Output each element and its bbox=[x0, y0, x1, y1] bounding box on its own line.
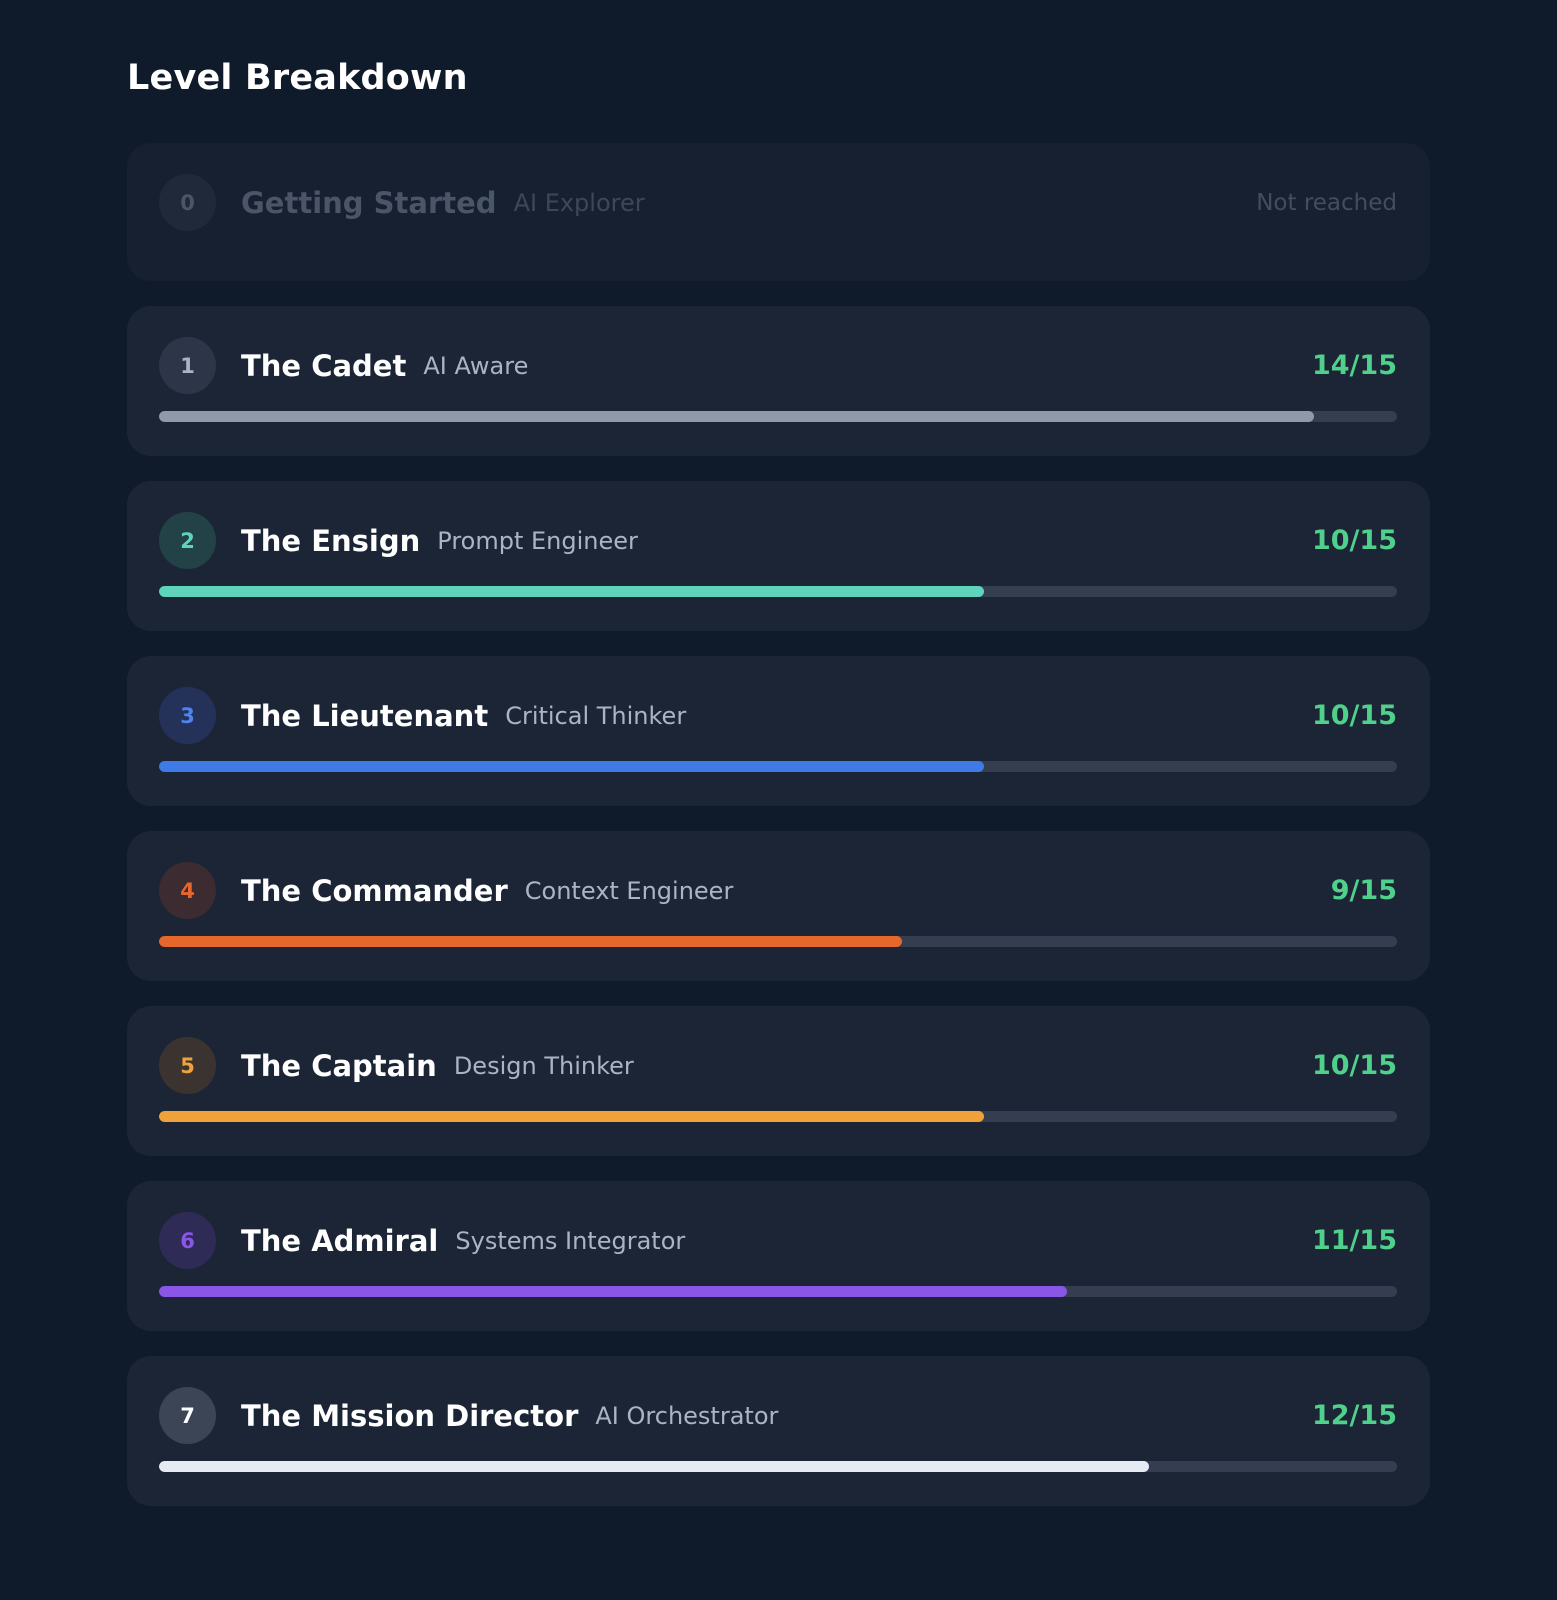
progress-fill bbox=[159, 1286, 1067, 1297]
level-card-6[interactable]: 6 The Admiral Systems Integrator 11/15 bbox=[127, 1181, 1430, 1331]
progress-track bbox=[159, 1461, 1397, 1472]
level-number-badge: 3 bbox=[159, 687, 216, 744]
level-role: Critical Thinker bbox=[505, 701, 687, 730]
level-name: The Cadet bbox=[241, 348, 407, 383]
level-number-badge: 6 bbox=[159, 1212, 216, 1269]
level-name: Getting Started bbox=[241, 185, 497, 220]
level-card-3[interactable]: 3 The Lieutenant Critical Thinker 10/15 bbox=[127, 656, 1430, 806]
level-score: 10/15 bbox=[1311, 700, 1397, 731]
level-name: The Ensign bbox=[241, 523, 421, 558]
progress-track bbox=[159, 586, 1397, 597]
level-name: The Lieutenant bbox=[241, 698, 489, 733]
level-name: The Admiral bbox=[241, 1223, 439, 1258]
progress-fill bbox=[159, 586, 985, 597]
level-card-2[interactable]: 2 The Ensign Prompt Engineer 10/15 bbox=[127, 481, 1430, 631]
level-status: Not reached bbox=[1256, 189, 1397, 216]
level-number-badge: 0 bbox=[159, 174, 216, 231]
level-card-4[interactable]: 4 The Commander Context Engineer 9/15 bbox=[127, 831, 1430, 981]
level-number-badge: 5 bbox=[159, 1037, 216, 1094]
level-card-0[interactable]: 0 Getting Started AI Explorer Not reache… bbox=[127, 143, 1430, 281]
level-score: 10/15 bbox=[1311, 1050, 1397, 1081]
level-name: The Commander bbox=[241, 873, 508, 908]
level-role: Context Engineer bbox=[524, 876, 734, 905]
level-number-badge: 4 bbox=[159, 862, 216, 919]
level-card-1[interactable]: 1 The Cadet AI Aware 14/15 bbox=[127, 306, 1430, 456]
level-card-5[interactable]: 5 The Captain Design Thinker 10/15 bbox=[127, 1006, 1430, 1156]
level-score: 11/15 bbox=[1311, 1225, 1397, 1256]
level-score: 14/15 bbox=[1311, 350, 1397, 381]
level-role: Systems Integrator bbox=[455, 1226, 686, 1255]
progress-fill bbox=[159, 1111, 985, 1122]
level-list: 0 Getting Started AI Explorer Not reache… bbox=[127, 143, 1430, 1531]
level-role: AI Explorer bbox=[513, 188, 645, 217]
level-number-badge: 7 bbox=[159, 1387, 216, 1444]
progress-track bbox=[159, 411, 1397, 422]
level-score: 9/15 bbox=[1330, 875, 1397, 906]
level-role: Prompt Engineer bbox=[437, 526, 638, 555]
level-number-badge: 2 bbox=[159, 512, 216, 569]
level-header: The Cadet AI Aware bbox=[241, 337, 528, 394]
progress-track bbox=[159, 1111, 1397, 1122]
progress-track bbox=[159, 936, 1397, 947]
level-score: 12/15 bbox=[1311, 1400, 1397, 1431]
level-header: The Mission Director AI Orchestrator bbox=[241, 1387, 778, 1444]
level-role: AI Aware bbox=[423, 351, 529, 380]
level-name: The Mission Director bbox=[241, 1398, 579, 1433]
level-header: The Captain Design Thinker bbox=[241, 1037, 634, 1094]
level-header: The Commander Context Engineer bbox=[241, 862, 733, 919]
progress-track bbox=[159, 761, 1397, 772]
level-name: The Captain bbox=[241, 1048, 437, 1083]
level-role: Design Thinker bbox=[453, 1051, 634, 1080]
level-number-badge: 1 bbox=[159, 337, 216, 394]
page-title: Level Breakdown bbox=[127, 58, 468, 98]
progress-track bbox=[159, 1286, 1397, 1297]
level-card-7[interactable]: 7 The Mission Director AI Orchestrator 1… bbox=[127, 1356, 1430, 1506]
level-header: The Admiral Systems Integrator bbox=[241, 1212, 685, 1269]
level-header: The Ensign Prompt Engineer bbox=[241, 512, 638, 569]
progress-fill bbox=[159, 761, 985, 772]
level-header: The Lieutenant Critical Thinker bbox=[241, 687, 686, 744]
level-role: AI Orchestrator bbox=[595, 1401, 779, 1430]
progress-fill bbox=[159, 1461, 1150, 1472]
level-header: Getting Started AI Explorer bbox=[241, 174, 645, 231]
level-score: 10/15 bbox=[1311, 525, 1397, 556]
progress-fill bbox=[159, 411, 1315, 422]
progress-fill bbox=[159, 936, 902, 947]
